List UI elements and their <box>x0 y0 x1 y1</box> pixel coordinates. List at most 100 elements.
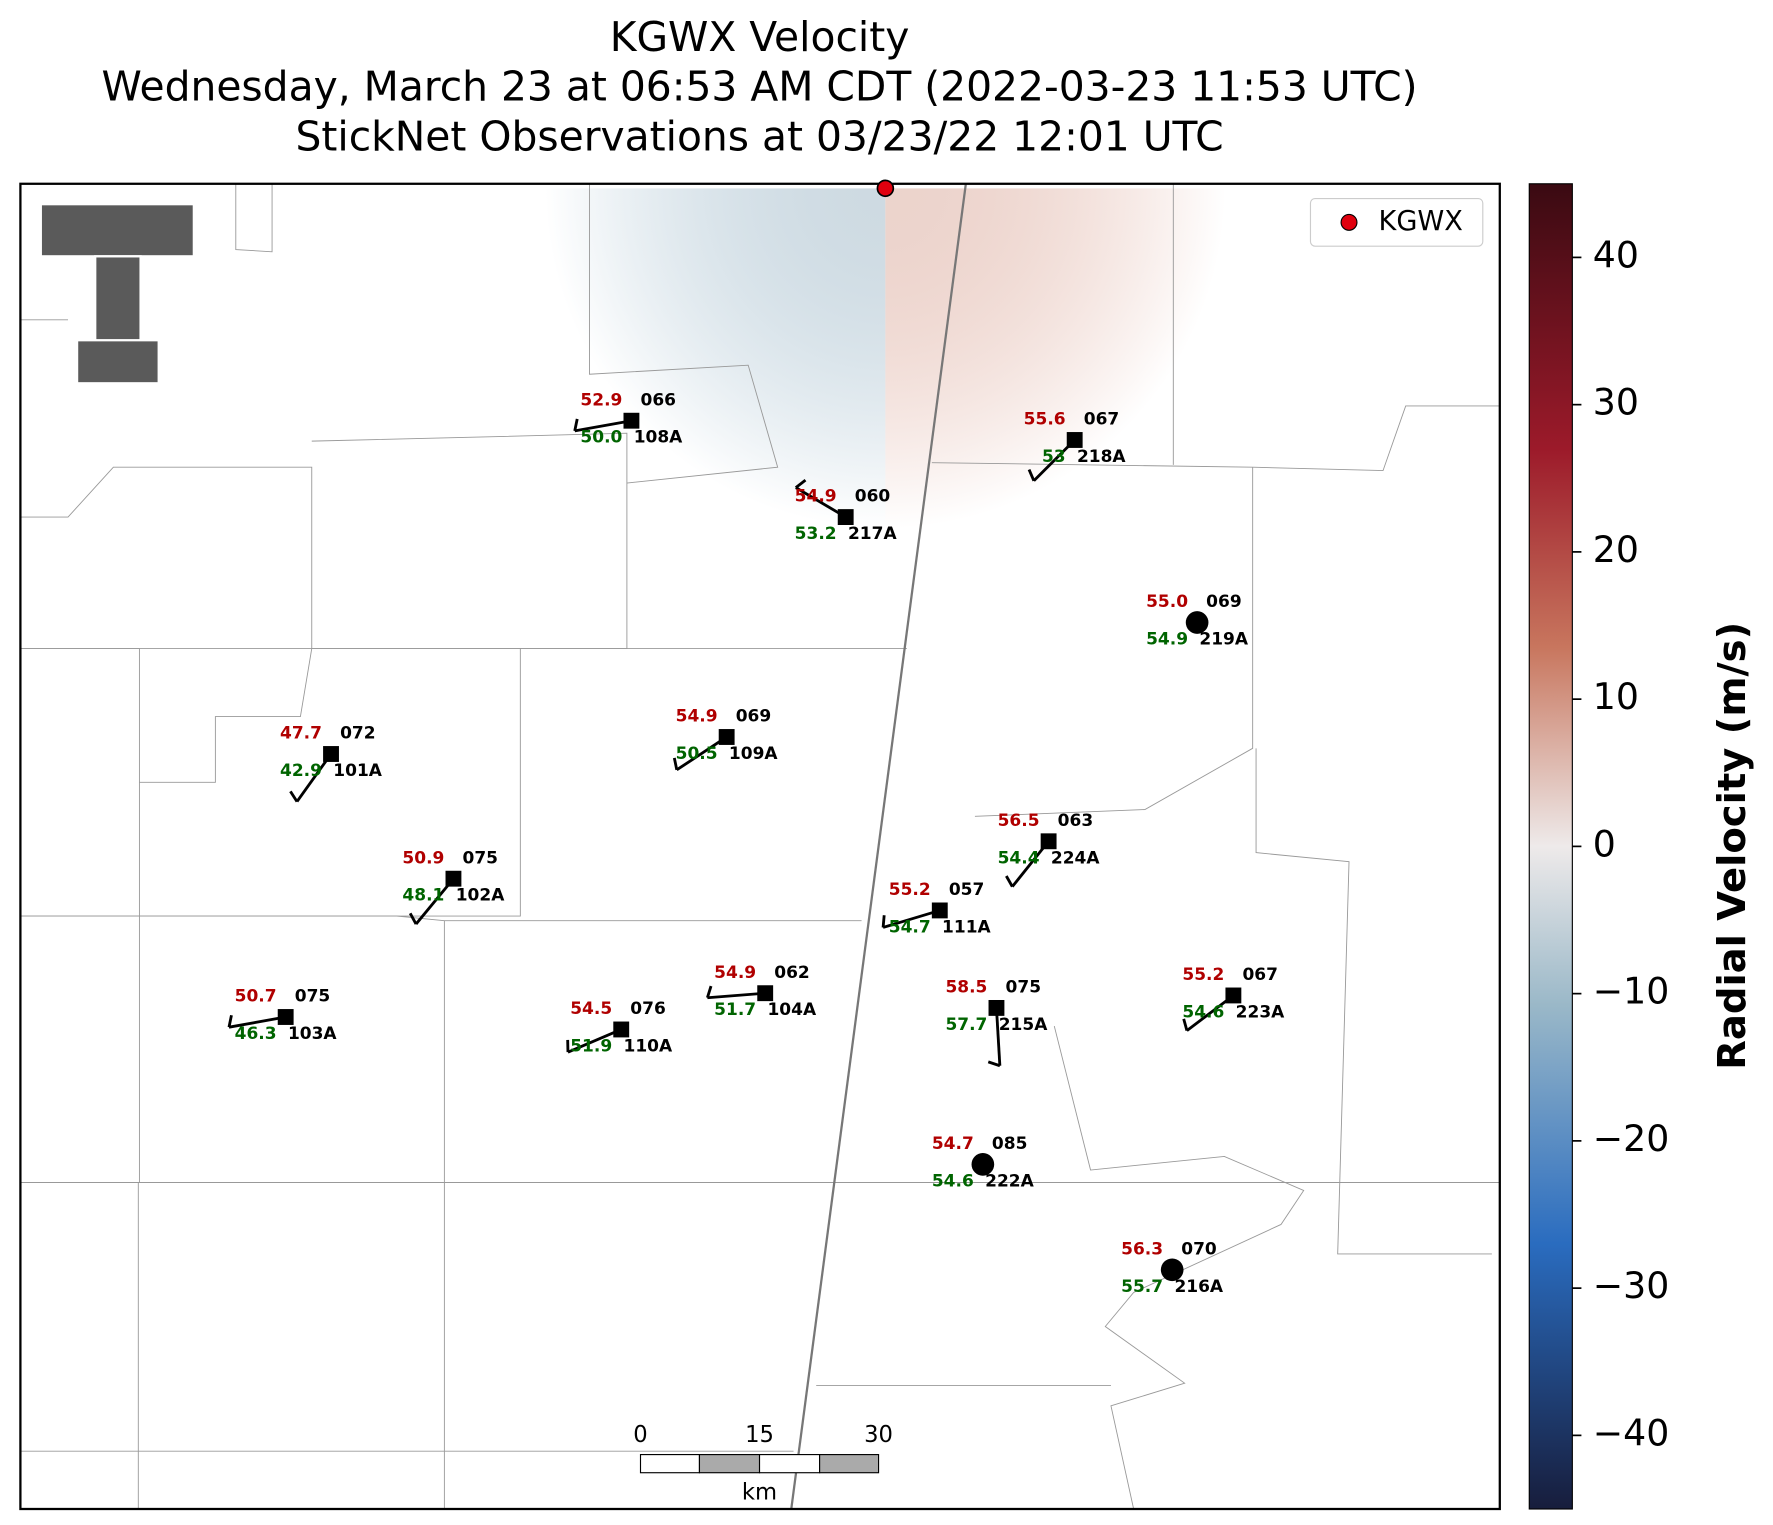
temperature: 56.5 <box>998 811 1040 831</box>
dewpoint: 46.3 <box>235 1024 277 1044</box>
station-marker <box>1066 432 1083 448</box>
station-marker <box>613 1021 630 1038</box>
scale-unit: km <box>742 1480 777 1506</box>
colorbar-tick-label: 10 <box>1593 675 1639 718</box>
station-id: 223A <box>1236 1002 1285 1022</box>
station-code: 076 <box>630 999 666 1019</box>
dewpoint: 54.9 <box>1146 630 1188 650</box>
station: 47.7 072 42.9 101A <box>280 724 383 803</box>
station: 54.5 076 51.9 110A <box>566 999 673 1056</box>
colorbar-tick-label: −40 <box>1593 1411 1670 1454</box>
station-id: 102A <box>456 886 505 906</box>
temperature: 55.2 <box>889 880 931 900</box>
station-id: 101A <box>333 761 382 781</box>
temperature: 54.9 <box>676 707 718 727</box>
dewpoint: 48.1 <box>402 886 444 906</box>
barb-feather <box>706 985 713 999</box>
station-id: 111A <box>942 917 991 937</box>
station-code: 070 <box>1181 1239 1217 1259</box>
barb-feather <box>794 479 807 489</box>
station-code: 062 <box>774 963 810 983</box>
station-marker <box>1040 833 1057 850</box>
station: 55.0 069 54.9 219A <box>1146 592 1249 649</box>
station: 55.6 067 53 218A <box>1024 410 1126 482</box>
station-marker <box>988 999 1005 1016</box>
station-id: 216A <box>1174 1277 1223 1297</box>
station: 58.5 075 57.7 215A <box>945 978 1048 1068</box>
station-marker <box>277 1009 294 1025</box>
temperature: 54.7 <box>932 1134 974 1154</box>
station-id: 219A <box>1199 630 1248 650</box>
wind-barb <box>675 735 728 772</box>
station-id: 224A <box>1051 848 1100 868</box>
barb-feather <box>227 1014 233 1028</box>
colorbar-tick-label: 0 <box>1593 822 1616 865</box>
dewpoint: 51.9 <box>570 1036 612 1056</box>
station-id: 103A <box>288 1024 337 1044</box>
temperature: 50.9 <box>402 848 444 868</box>
wind-barb <box>882 909 941 929</box>
county-lines <box>20 183 1500 1509</box>
legend-marker <box>1340 213 1358 231</box>
station-code: 057 <box>949 880 985 900</box>
barb-feather <box>672 757 679 771</box>
scale-bar: 0 15 30 km <box>633 1422 893 1506</box>
station-id: 218A <box>1077 447 1126 467</box>
station: 50.7 075 46.3 103A <box>227 987 337 1044</box>
dewpoint: 57.7 <box>945 1015 987 1035</box>
colorbar-tick-label: −20 <box>1593 1117 1670 1160</box>
colorbar-tick-label: 30 <box>1593 381 1639 424</box>
station: 54.7 085 54.6 222A <box>932 1134 1035 1191</box>
station-id: 109A <box>729 744 778 764</box>
barb-feather <box>289 790 299 803</box>
colorbar-tick-label: −10 <box>1593 970 1670 1013</box>
legend: KGWX <box>1309 197 1484 247</box>
title: KGWX Velocity <box>610 13 910 61</box>
subtitle: StickNet Observations at 03/23/22 12:01 … <box>295 113 1223 161</box>
temperature: 56.3 <box>1121 1239 1163 1259</box>
barb-feather <box>573 418 579 432</box>
temperature: 55.6 <box>1024 410 1066 430</box>
dewpoint: 53.2 <box>795 524 837 544</box>
station: 55.2 067 54.6 223A <box>1182 965 1285 1032</box>
station-code: 069 <box>1206 592 1242 612</box>
barb-feather <box>1027 469 1036 482</box>
temperature: 52.9 <box>580 390 622 410</box>
station-marker <box>1225 987 1242 1004</box>
dewpoint: 54.6 <box>932 1171 974 1191</box>
barb-feather <box>881 915 886 928</box>
station: 54.9 060 53.2 217A <box>794 479 897 544</box>
station-id: 110A <box>623 1036 672 1056</box>
map-frame <box>19 182 1501 1511</box>
station: 54.9 069 50.5 109A <box>672 707 778 772</box>
scale-label: 0 <box>633 1422 647 1448</box>
scale-label: 30 <box>864 1422 893 1448</box>
radar-site <box>876 179 895 198</box>
station-code: 075 <box>1006 978 1041 998</box>
temperature: 55.0 <box>1146 592 1188 612</box>
wind-barb <box>228 1015 286 1029</box>
station: 50.9 075 48.1 102A <box>402 848 505 925</box>
wind-barb <box>995 1007 1002 1066</box>
temperature: 55.2 <box>1182 965 1224 985</box>
dewpoint: 55.7 <box>1121 1277 1163 1297</box>
station-code: 067 <box>1084 410 1120 430</box>
station-code: 085 <box>992 1134 1028 1154</box>
dewpoint: 54.6 <box>1182 1002 1224 1022</box>
barb-feather <box>1182 1018 1189 1031</box>
temperature: 54.9 <box>795 487 837 507</box>
dewpoint: 54.7 <box>889 917 931 937</box>
radar-echo <box>885 188 1226 529</box>
station-id: 104A <box>767 1000 816 1020</box>
dewpoint: 50.0 <box>580 428 622 448</box>
subtitle: Wednesday, March 23 at 06:53 AM CDT (202… <box>102 63 1418 111</box>
highway <box>790 183 967 1509</box>
dewpoint: 42.9 <box>280 761 322 781</box>
station: 55.2 057 54.7 111A <box>881 880 992 937</box>
temperature: 58.5 <box>945 978 987 998</box>
legend-label: KGWX <box>1378 206 1462 237</box>
wind-barb <box>567 1028 622 1054</box>
station-marker <box>718 729 735 745</box>
station-marker <box>837 509 854 526</box>
